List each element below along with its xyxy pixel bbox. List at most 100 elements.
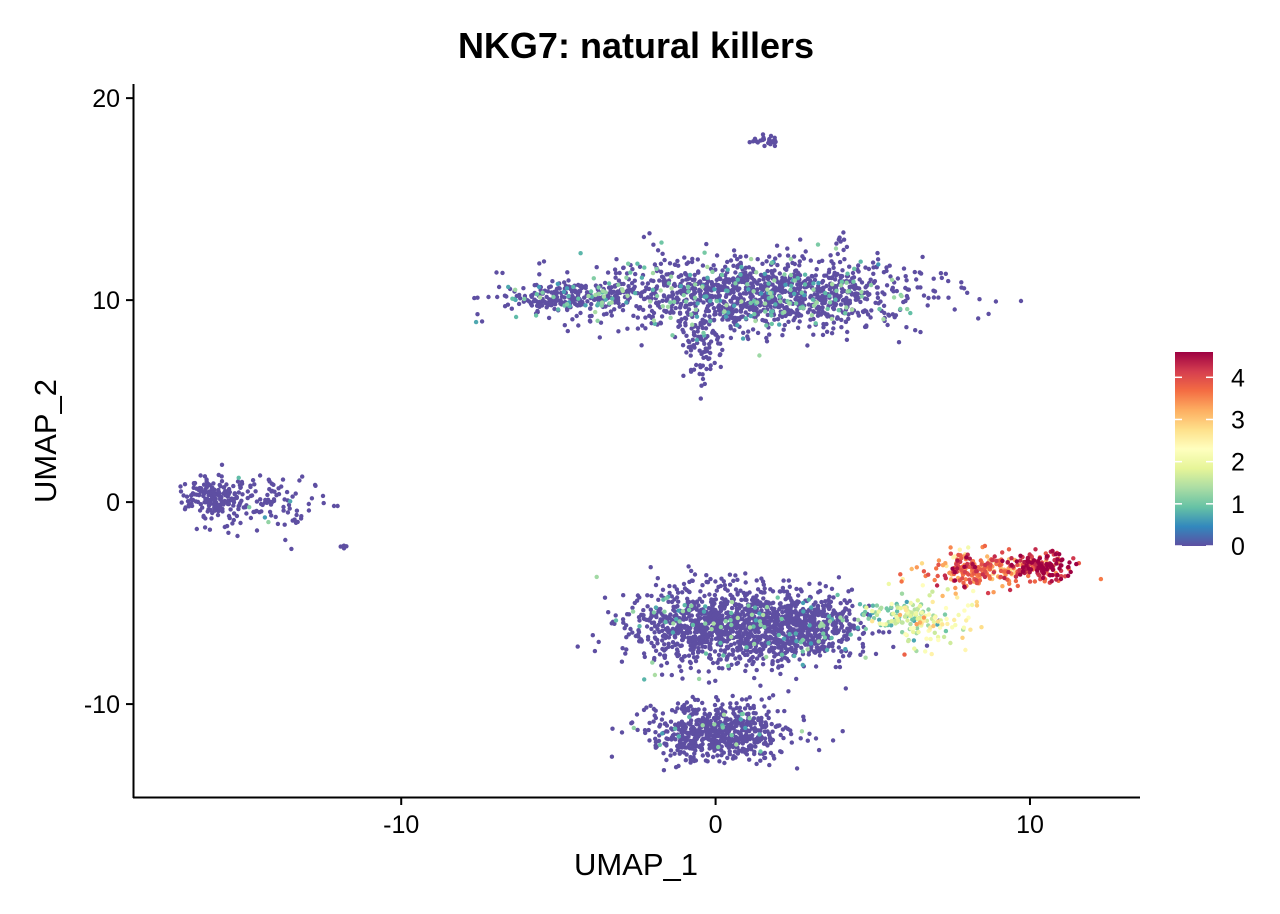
data-point	[653, 582, 659, 588]
data-point	[733, 587, 739, 592]
data-point	[795, 286, 800, 291]
data-point	[667, 614, 672, 619]
data-point	[598, 320, 604, 325]
data-point	[206, 482, 211, 487]
data-point	[697, 287, 702, 292]
data-point	[936, 637, 941, 643]
data-point	[727, 652, 732, 657]
data-point	[682, 625, 688, 630]
data-point	[738, 309, 744, 314]
data-point	[1024, 563, 1029, 568]
data-point	[231, 500, 237, 505]
data-point	[946, 278, 951, 284]
data-point	[746, 265, 752, 270]
data-point	[701, 609, 707, 614]
data-point	[826, 614, 832, 619]
data-point	[683, 299, 689, 304]
data-point	[696, 603, 701, 608]
data-point	[762, 729, 768, 734]
data-point	[1041, 571, 1046, 576]
data-point	[779, 657, 784, 662]
data-point	[276, 486, 281, 491]
data-point	[743, 291, 749, 296]
data-point	[675, 743, 680, 749]
data-point	[894, 614, 899, 619]
data-point	[992, 554, 997, 559]
data-point	[202, 474, 208, 479]
data-point	[775, 618, 781, 624]
data-point	[953, 591, 958, 596]
data-point	[846, 589, 851, 594]
data-point	[811, 332, 816, 337]
data-point	[720, 596, 725, 601]
data-point	[832, 270, 837, 275]
data-point	[647, 231, 652, 236]
data-point	[1032, 579, 1038, 584]
data-point	[287, 506, 292, 511]
data-point	[539, 302, 544, 307]
data-point	[756, 717, 761, 722]
data-point	[653, 739, 659, 745]
data-point	[700, 723, 705, 728]
data-point	[741, 330, 746, 335]
data-point	[755, 140, 760, 145]
data-point	[599, 300, 605, 305]
data-point	[596, 639, 601, 645]
data-point	[660, 623, 665, 629]
data-point	[738, 272, 743, 277]
data-point	[733, 714, 738, 719]
data-point	[889, 623, 894, 628]
data-point	[197, 508, 203, 513]
data-point	[695, 613, 700, 618]
data-point	[914, 277, 919, 282]
data-point	[726, 745, 731, 750]
data-point	[824, 329, 830, 334]
data-point	[669, 726, 674, 731]
data-point	[974, 599, 979, 605]
data-point	[1018, 298, 1024, 304]
data-point	[651, 706, 657, 712]
data-point	[739, 697, 745, 702]
data-point	[686, 589, 691, 594]
data-point	[721, 750, 726, 755]
data-point	[765, 287, 770, 292]
data-point	[725, 755, 730, 761]
data-point	[779, 621, 784, 626]
data-point	[636, 628, 641, 633]
data-point	[826, 601, 832, 606]
data-point	[827, 619, 833, 624]
data-point	[212, 492, 217, 498]
data-point	[641, 234, 647, 240]
data-point	[479, 319, 485, 324]
data-point	[682, 315, 688, 321]
data-point	[692, 697, 698, 702]
data-point	[708, 366, 713, 372]
data-point	[691, 755, 696, 760]
data-point	[775, 723, 780, 729]
data-point	[889, 605, 894, 610]
data-point	[903, 298, 908, 304]
data-point	[917, 620, 923, 625]
data-point	[1033, 547, 1038, 552]
data-point	[806, 597, 811, 602]
data-point	[910, 617, 915, 622]
data-point	[625, 293, 630, 298]
data-point	[705, 284, 710, 290]
data-point	[687, 579, 692, 585]
data-point	[552, 306, 557, 312]
data-point	[744, 697, 749, 702]
data-point	[657, 724, 662, 729]
data-point	[616, 278, 622, 283]
data-point	[857, 277, 862, 282]
data-point	[688, 643, 693, 648]
data-point	[708, 722, 714, 727]
data-point	[672, 262, 678, 267]
data-point	[655, 626, 660, 632]
data-point	[659, 672, 665, 677]
data-point	[681, 617, 686, 622]
data-point	[733, 270, 738, 275]
data-point	[731, 263, 736, 268]
data-point	[1066, 564, 1071, 570]
data-point	[823, 298, 828, 303]
data-point	[764, 628, 769, 634]
